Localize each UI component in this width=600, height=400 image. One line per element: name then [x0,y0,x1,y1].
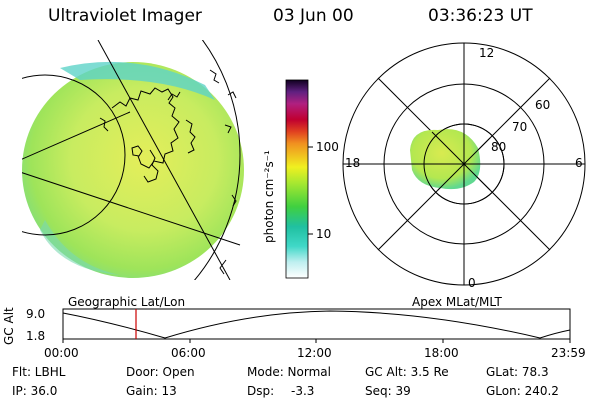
timeline-ytick-bottom: 1.8 [26,329,46,343]
timeline-ytick-top: 9.0 [26,307,46,321]
instrument-title: Ultraviolet Imager [48,6,202,26]
glon-label: GLon: 240.2 [486,384,559,398]
time-label: 03:36:23 UT [428,6,533,26]
lat-label-60: 60 [535,98,551,112]
left-panel-label: Geographic Lat/Lon [68,295,186,309]
timeline-xtick: 00:00 [44,346,79,360]
timeline-xtick: 18:00 [424,346,459,360]
colorbar-tick-100: 100 [316,140,339,154]
timeline-xtick: 23:59 [551,346,586,360]
colorbar-unit-label: photon cm⁻²s⁻¹ [262,150,276,243]
mlt-label-0: 0 [468,276,476,290]
timeline-xtick: 06:00 [171,346,206,360]
mlt-label-18: 18 [345,156,361,170]
filter-label: Flt: LBHL [12,365,66,379]
colorbar-tick-10: 10 [316,227,332,241]
mlt-label-12: 12 [479,46,495,60]
colorbar [285,79,313,279]
lat-label-70: 70 [512,120,528,134]
date-label: 03 Jun 00 [273,6,354,26]
mlt-label-6: 6 [575,156,583,170]
earth-image [22,40,244,280]
gc-alt-label: GC Alt: 3.5 Re [365,365,449,379]
right-panel-label: Apex MLat/MLT [412,295,502,309]
glat-label: GLat: 78.3 [486,365,549,379]
timeline-plot [62,308,571,343]
auroral-oval [410,129,481,190]
lat-label-80: 80 [491,140,507,154]
dsp-label: Dsp: [247,384,275,398]
seq-label: Seq: 39 [365,384,411,398]
timeline-ylabel: GC Alt [2,307,16,345]
door-label: Door: Open [126,365,195,379]
ip-label: IP: 36.0 [12,384,58,398]
gain-label: Gain: 13 [126,384,177,398]
timeline-xtick: 12:00 [297,346,332,360]
dsp-value: -3.3 [291,384,315,398]
mode-label: Mode: Normal [247,365,331,379]
